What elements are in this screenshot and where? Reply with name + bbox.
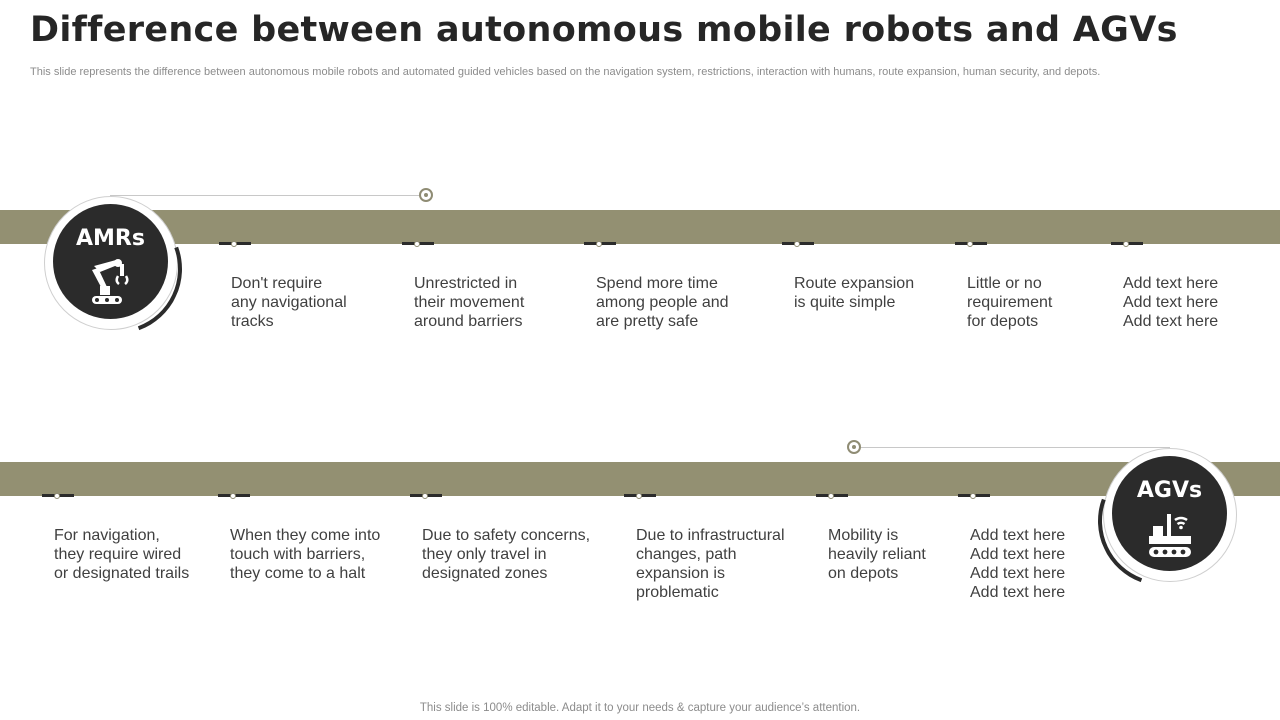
agv-item-marker [218,493,250,499]
amr-connector-node [419,188,433,202]
amr-item-marker [584,241,616,247]
robot-arm-icon [92,259,129,304]
agv-item-marker [624,493,656,499]
amr-band [0,210,1280,244]
agv-item-text: Mobility is heavily reliant on depots [828,527,926,582]
slide-title: Difference between autonomous mobile rob… [30,10,1178,50]
agv-item-text: Due to infrastructural changes, path exp… [636,527,785,601]
agv-item-marker [816,493,848,499]
agv-item-marker [958,493,990,499]
amr-badge: AMRs [53,204,168,319]
agv-badge-label: AGVs [1136,478,1203,503]
agv-connector-node [847,440,861,454]
amr-item-marker [402,241,434,247]
amr-item-text: Spend more time among people and are pre… [596,275,729,330]
amr-item-text: Unrestricted in their movement around ba… [414,275,525,330]
agv-item-text: Add text here Add text here Add text her… [970,527,1066,601]
amr-item-text: Route expansion is quite simple [794,275,915,311]
amr-item-marker [219,241,251,247]
amr-badge-label: AMRs [76,226,145,251]
slide-footer: This slide is 100% editable. Adapt it to… [419,702,861,714]
amr-items-row: Don't require any navigational tracks Un… [0,241,1280,402]
agv-items-row: For navigation, they require wired or de… [0,493,1280,654]
agv-band [0,462,1280,496]
amr-item-marker [955,241,987,247]
amr-item-text: Add text here Add text here Add text her… [1123,275,1219,330]
amr-item-marker [782,241,814,247]
amr-connector-line [110,195,420,196]
amr-item-text: Don't require any navigational tracks [231,275,347,330]
agv-item-marker [42,493,74,499]
guided-vehicle-icon [1149,514,1191,557]
amr-item-marker [1111,241,1143,247]
slide-subtitle: This slide represents the difference bet… [30,66,1101,78]
amr-item-text: Little or no requirement for depots [967,275,1053,330]
agv-item-text: Due to safety concerns, they only travel… [422,527,591,582]
agv-item-marker [410,493,442,499]
agv-badge: AGVs [1112,456,1227,571]
agv-item-text: When they come into touch with barriers,… [230,527,381,582]
agv-item-text: For navigation, they require wired or de… [54,527,190,582]
agv-connector-line [860,447,1170,448]
